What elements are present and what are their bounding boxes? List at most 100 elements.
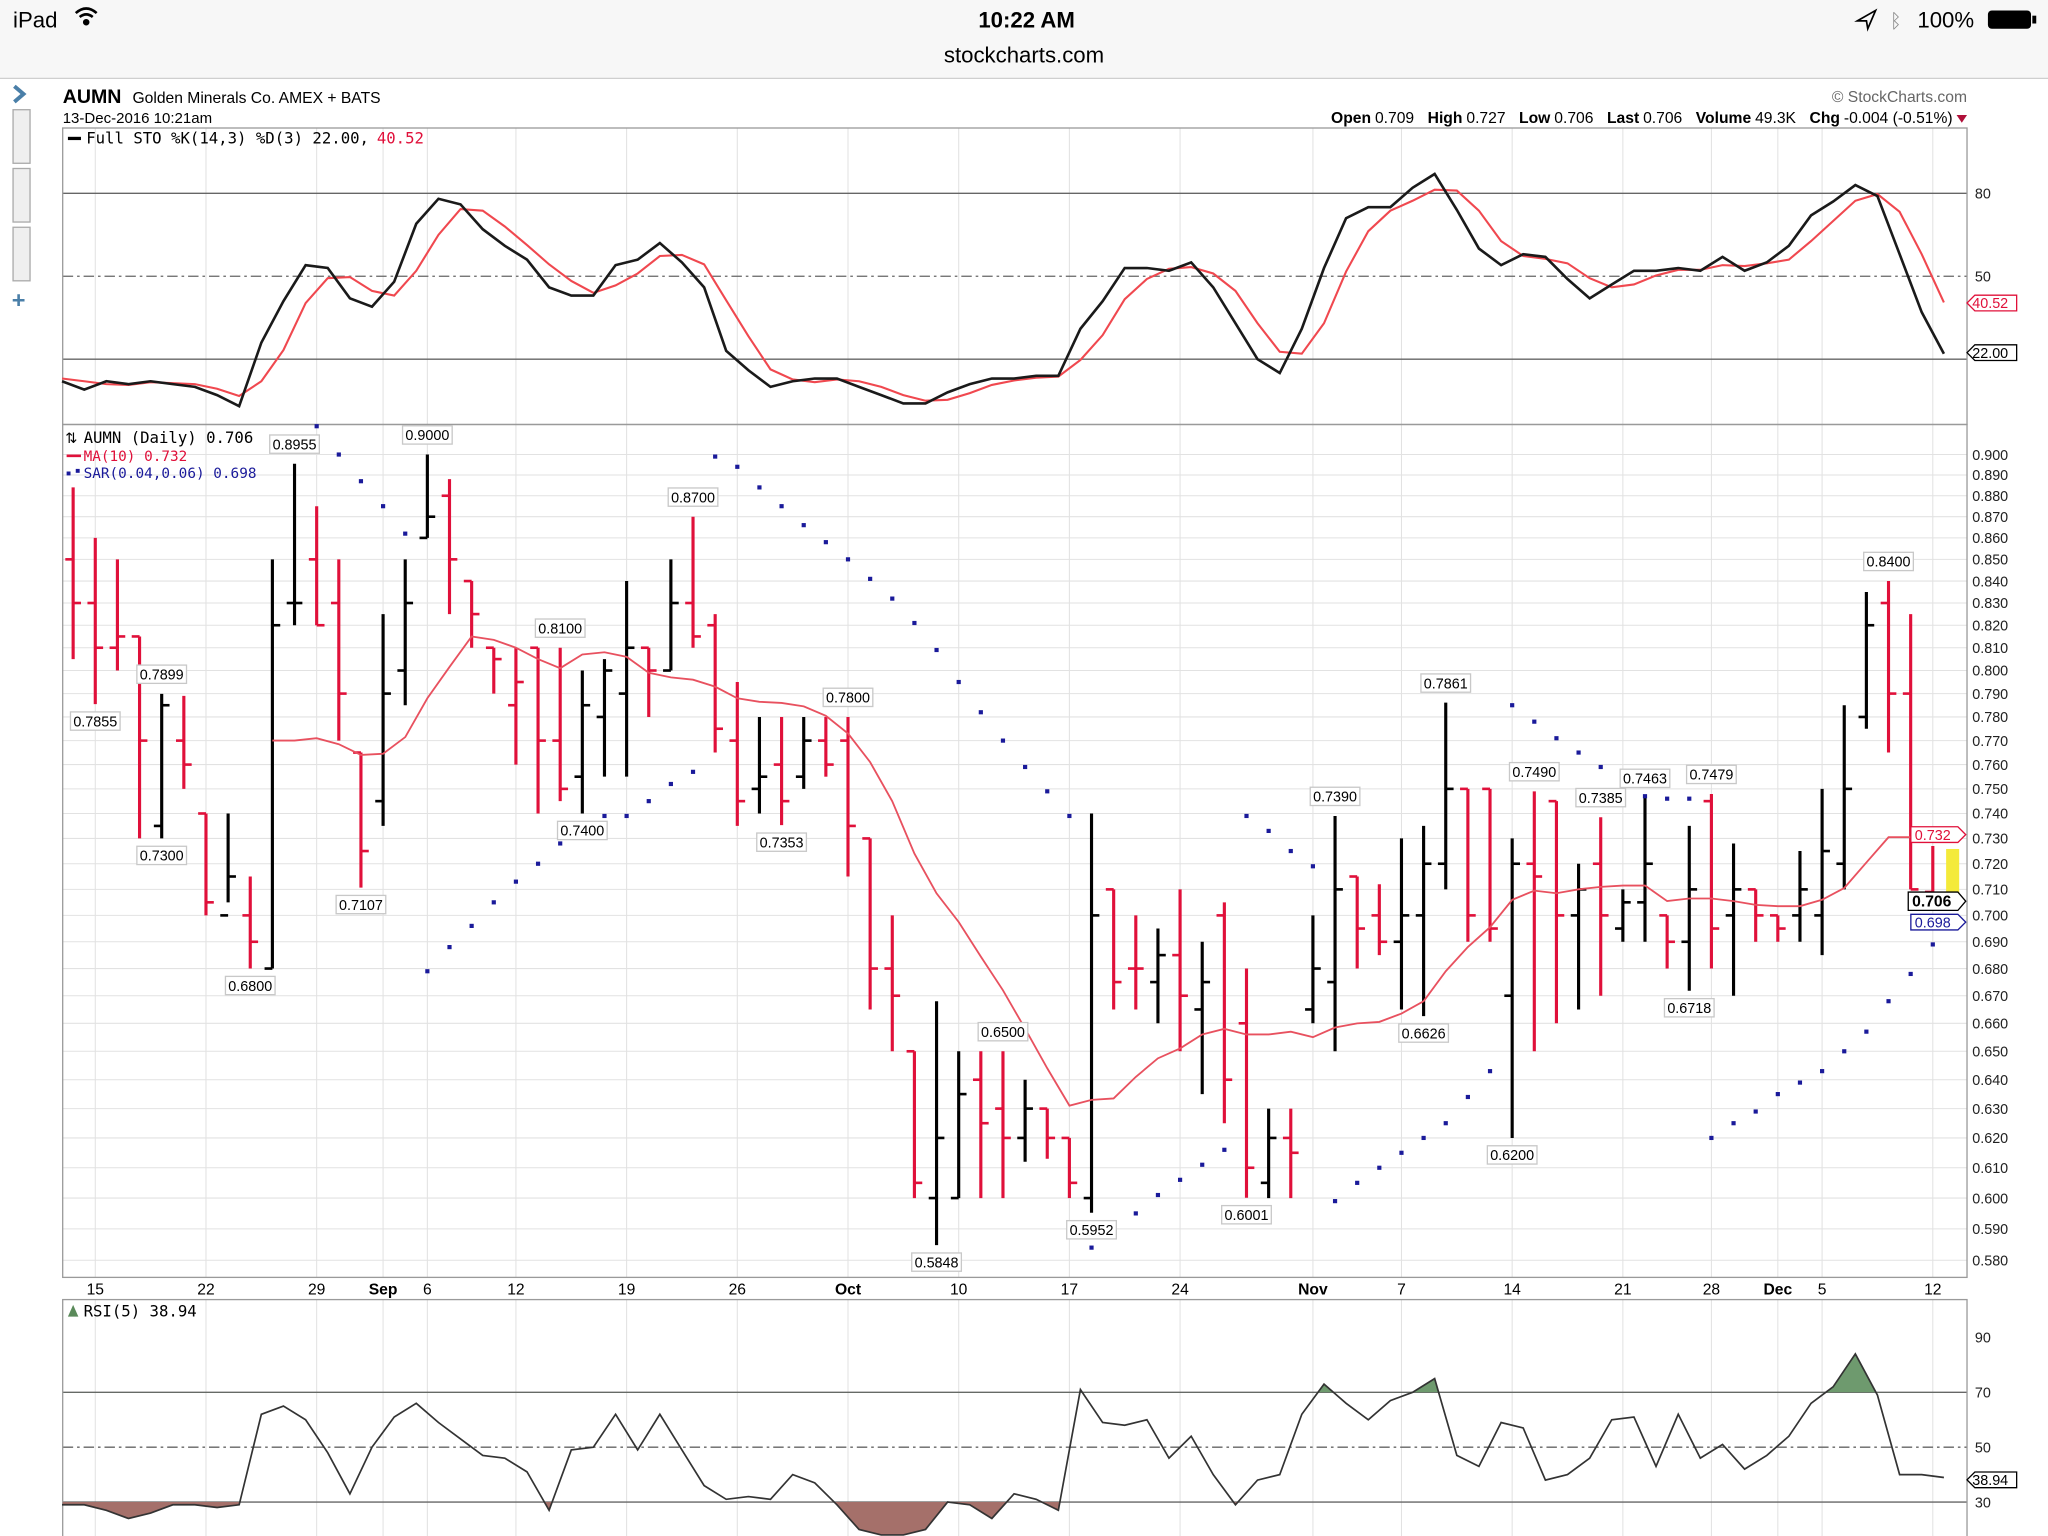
price-bar: [1127, 915, 1144, 1010]
date-tick-label: 26: [729, 1281, 747, 1298]
price-bar: [972, 1051, 989, 1199]
price-bar: [1747, 888, 1764, 942]
price-callout: 0.9000: [401, 425, 453, 445]
price-axis-label: 0.810: [1972, 641, 2008, 657]
price-bar: [1393, 838, 1410, 1010]
price-bar: [928, 1001, 945, 1246]
price-bar: [862, 837, 878, 1010]
price-bar: [264, 559, 281, 970]
price-axis-label: 0.780: [1972, 710, 2008, 726]
price-callout: 0.7899: [136, 664, 188, 685]
sar-dot: [890, 596, 895, 601]
callout-value: 0.7899: [140, 667, 184, 683]
sar-dot: [1487, 1069, 1493, 1074]
price-bar: [1615, 889, 1631, 942]
price-callout: 0.6500: [977, 1021, 1029, 1042]
price-callout: 0.7353: [756, 832, 808, 852]
price-callout: 0.7385: [1575, 787, 1627, 808]
url-bar[interactable]: stockcharts.com: [944, 43, 1104, 68]
sto-legend-d: 40.52: [377, 129, 424, 148]
price-bar: [995, 1051, 1011, 1199]
add-icon[interactable]: +: [12, 287, 26, 313]
price-bar: [1769, 914, 1786, 942]
sar-dot: [1775, 1092, 1780, 1097]
date-tick-label: 29: [308, 1281, 325, 1298]
callout-box: [1221, 1204, 1272, 1225]
price-axis-label: 0.860: [1972, 531, 2008, 547]
price-bar: [1880, 581, 1897, 753]
high-label: High: [1428, 110, 1463, 127]
callout-box: [977, 1021, 1029, 1042]
rsi-axis-label: 30: [1975, 1495, 1991, 1511]
sar-dot: [380, 504, 386, 509]
price-bar: [640, 646, 657, 717]
ma-tag: 0.732: [1910, 826, 1967, 844]
low-label: Low: [1519, 110, 1551, 127]
price-bar: [1194, 941, 1211, 1095]
callout-value: 0.6626: [1402, 1026, 1446, 1042]
status-bar: [0, 0, 2048, 79]
rsi-legend-icon: [67, 1304, 79, 1317]
sar-dot: [1820, 1069, 1825, 1074]
sar-dot: [1222, 1147, 1227, 1152]
sar-dot: [1753, 1109, 1758, 1114]
sar-dot: [1377, 1165, 1382, 1170]
sar-dot: [757, 485, 762, 490]
callout-value: 0.7390: [1313, 790, 1357, 806]
expand-chevron-icon[interactable]: [13, 84, 27, 104]
sar-dot: [779, 504, 784, 509]
callout-box: [1685, 764, 1737, 785]
price-bar: [508, 647, 524, 765]
bluetooth-icon: ᛒ: [1890, 10, 1902, 32]
sar-legend-swatch: [66, 468, 80, 476]
sar-dot: [845, 557, 851, 562]
clock: 10:22 AM: [978, 7, 1075, 32]
callout-box: [1663, 997, 1715, 1018]
price-bar: [663, 559, 679, 672]
callout-box: [401, 425, 453, 445]
price-bar: [1150, 928, 1166, 1024]
price-callout: 0.6718: [1663, 997, 1715, 1018]
price-bar: [1105, 888, 1122, 1010]
price-bar: [530, 646, 546, 814]
callout-value: 0.8100: [538, 621, 582, 637]
price-bar: [87, 537, 104, 705]
sar-dot: [690, 769, 696, 774]
tool-button-1[interactable]: [12, 109, 31, 164]
sar-dot: [1642, 794, 1648, 799]
price-bar: [1836, 705, 1853, 890]
price-axis-label: 0.750: [1972, 782, 2008, 798]
price-bar: [1172, 889, 1188, 1052]
callout-box: [756, 832, 808, 852]
ohlc-icon: ⇅: [65, 431, 77, 447]
callout-value: 0.7861: [1424, 676, 1468, 692]
date-tick-label: 12: [507, 1281, 524, 1298]
location-icon: [1854, 8, 1878, 32]
price-bar: [1526, 791, 1543, 1052]
sar-dot: [713, 454, 718, 459]
sar-dot: [1886, 999, 1891, 1004]
sto-axis-label: 80: [1975, 187, 1991, 203]
price-callout: 0.7855: [69, 711, 121, 731]
sar-dot: [1665, 796, 1670, 801]
callout-value: 0.7353: [760, 835, 804, 851]
tool-button-2[interactable]: [12, 167, 31, 223]
price-axis-label: 0.610: [1972, 1161, 2008, 1177]
price-bar: [840, 716, 856, 877]
sar-tag-text: 0.698: [1915, 915, 1951, 931]
sar-dot: [624, 813, 629, 819]
callout-value: 0.8700: [671, 490, 715, 506]
tool-button-3[interactable]: [12, 226, 31, 282]
sar-dot: [1399, 1150, 1404, 1155]
sar-dot: [1709, 1135, 1714, 1141]
price-bar: [1216, 902, 1233, 1124]
down-arrow-icon: [1956, 114, 1968, 123]
sar-dot: [1045, 789, 1050, 794]
date-tick-label: 22: [197, 1281, 214, 1298]
callout-box: [1619, 768, 1671, 789]
sto-d-tag-text: 40.52: [1972, 296, 2008, 312]
price-callout: 0.7400: [556, 820, 608, 841]
price-bar: [818, 716, 834, 777]
copyright: © StockCharts.com: [1832, 89, 1967, 106]
price-axis-label: 0.720: [1972, 857, 2008, 873]
